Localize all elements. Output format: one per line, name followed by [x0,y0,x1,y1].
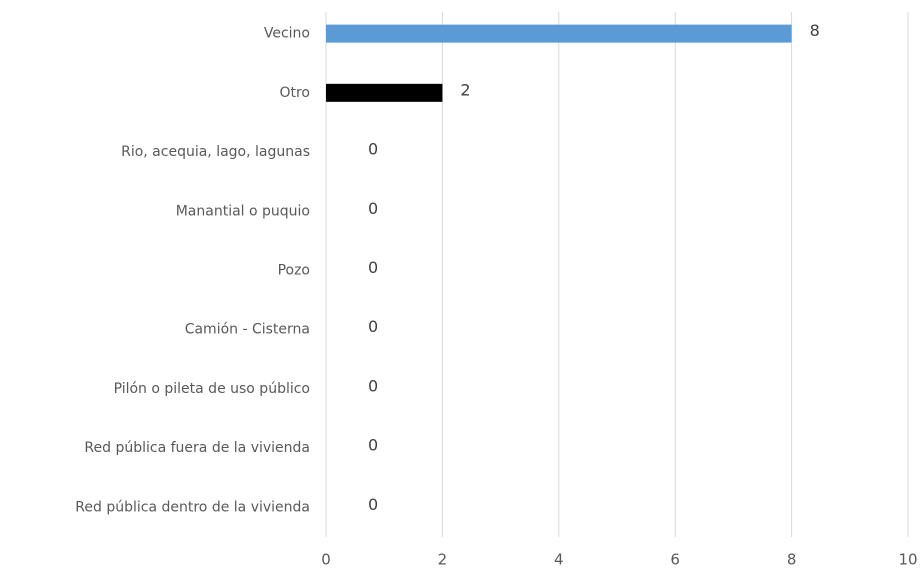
value-label: 0 [368,258,378,277]
category-label: Vecino [264,26,310,42]
bar [326,24,792,43]
value-label: 0 [368,317,378,336]
category-label: Rio, acequia, lago, lagunas [121,144,310,160]
category-label: Red pública dentro de la vivienda [75,499,310,515]
category-label: Manantial o puquio [176,203,310,219]
value-label: 8 [810,21,820,40]
x-tick-label: 2 [438,551,448,568]
value-label: 0 [368,436,378,455]
category-label: Red pública fuera de la vivienda [84,440,310,456]
category-label: Camión - Cisterna [185,322,310,338]
x-tick-label: 4 [554,551,564,568]
bar [326,83,443,102]
value-label: 0 [368,140,378,159]
x-tick-label: 10 [898,551,917,568]
value-label: 0 [368,376,378,395]
category-label: Pozo [278,263,310,279]
x-tick-label: 0 [321,551,331,568]
x-tick-label: 6 [670,551,680,568]
value-label: 2 [460,80,470,99]
x-tick-label: 8 [787,551,797,568]
category-label: Otro [279,85,310,101]
category-label: Pilón o pileta de uso público [114,381,310,397]
value-label: 0 [368,199,378,218]
value-label: 0 [368,495,378,514]
